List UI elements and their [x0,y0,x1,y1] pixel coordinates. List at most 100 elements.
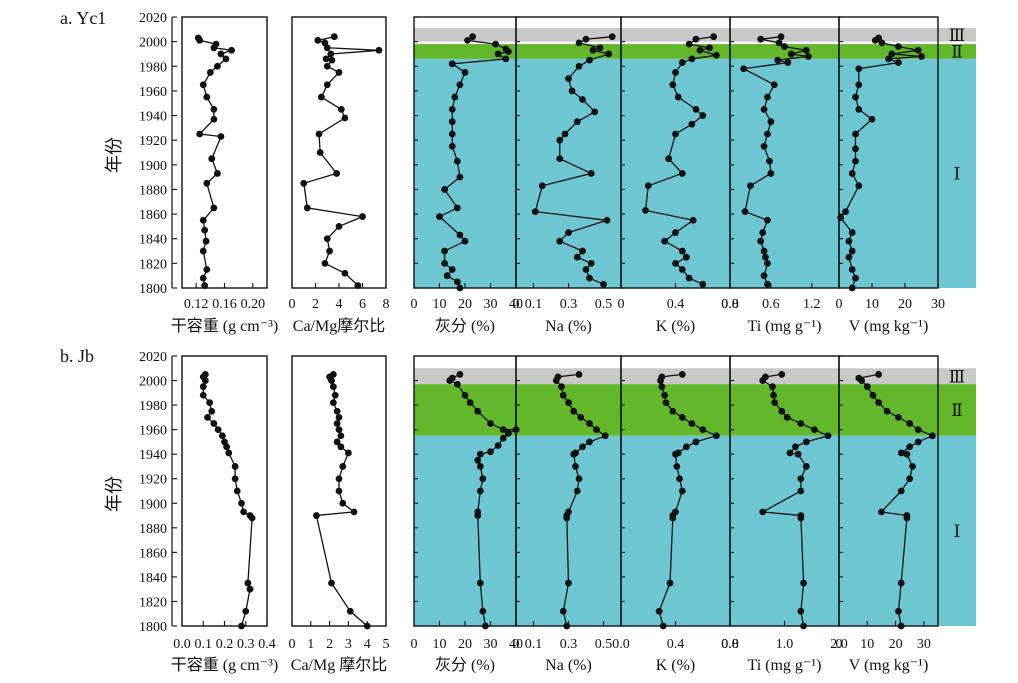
data-point [337,105,345,113]
data-point [210,115,218,123]
data-point [446,377,454,384]
data-point [476,487,484,495]
subplot-6: 0.0 0.6 1.2 Ti (mg g⁻¹) [721,16,840,335]
data-point [712,51,720,59]
data-point [852,145,859,153]
x-tick-label: 0 [411,637,418,652]
data-point [883,407,891,415]
x-tick-label: 0.16 [212,297,237,312]
data-point [575,371,583,378]
zone-label: Ⅲ [949,367,965,386]
data-point [802,46,810,54]
data-point [848,247,856,255]
data-point [335,413,343,421]
data-point [201,226,209,234]
data-point [845,253,853,261]
x-tick-label: 4 [336,297,343,312]
data-point [678,170,686,177]
data-point [605,50,613,58]
data-point [335,487,343,495]
data-point [863,383,871,391]
data-point [855,182,863,190]
data-point [800,579,807,587]
data-point [492,40,499,48]
data-point [778,371,786,378]
data-point [199,216,207,224]
y-tick-label: 1980 [139,60,167,75]
data-point [217,133,225,140]
data-point [760,142,768,150]
x-tick-label: 0.0 [721,637,739,652]
y-tick-label: 2020 [139,350,167,365]
data-point [461,391,469,399]
data-point [359,213,366,220]
data-point [596,44,604,52]
data-point [474,512,482,519]
data-point [669,81,677,89]
data-point [476,450,484,458]
y-tick-label: 1800 [139,282,167,297]
data-point [740,65,748,73]
x-tick-label: 5 [383,637,390,652]
x-tick-label: 0.2 [216,637,234,652]
data-point [323,235,331,243]
subplot-frame [291,16,387,289]
data-point [572,463,579,470]
x-tick-label: 20 [898,297,912,312]
x-tick-label: 0.5 [595,297,613,312]
data-point [323,81,331,89]
zone-band-3 [414,435,976,626]
subplot-1: 0.0 0.1 0.2 0.3 0.4 干容重 (g cm⁻³) [171,355,278,674]
x-tick-label: 1.2 [803,297,821,312]
data-point [678,371,686,378]
y-tick-label: 1900 [139,159,167,174]
x-tick-label: 0 [289,297,296,312]
data-point [868,115,876,123]
data-point [875,371,882,378]
data-point [669,407,677,415]
y-axis: 1800 1820 1840 1860 1880 1900 1920 1940 1960 1980… [104,350,177,635]
zone-label: Ⅰ [954,164,961,183]
x-tick-label: 0 [513,297,520,312]
x-axis-label: Na (%) [545,657,592,674]
data-point [848,170,856,177]
data-point [688,420,696,427]
y-tick-label: 1860 [139,546,167,561]
data-point [895,413,902,421]
data-point [575,62,583,70]
y-tick-label: 2020 [139,11,167,26]
data-point [333,438,341,446]
data-point [657,377,664,384]
data-point [852,274,859,282]
data-point [329,383,337,391]
x-axis-label: K (%) [656,318,696,335]
data-point [797,514,805,522]
data-point [315,130,323,138]
data-point [586,438,593,446]
data-point [565,399,572,407]
data-point [210,105,218,113]
data-point [448,130,456,138]
data-point [327,50,335,58]
data-point [764,259,771,267]
data-point [456,81,464,89]
zone-label: Ⅱ [951,42,963,61]
data-point [563,622,571,630]
x-tick-label: 30 [484,637,498,652]
data-point [461,237,469,245]
data-point [757,237,765,245]
x-tick-label: 10 [865,297,879,312]
data-point [855,105,863,113]
data-point [317,93,325,101]
data-point [339,499,347,507]
x-tick-label: 30 [931,297,945,312]
data-point [565,579,572,587]
series-line [534,36,613,285]
data-point [246,585,254,593]
data-point [794,450,802,458]
data-point [699,426,707,434]
data-point [871,37,879,44]
data-point [499,434,507,442]
data-point [662,399,670,407]
data-point [199,247,207,255]
